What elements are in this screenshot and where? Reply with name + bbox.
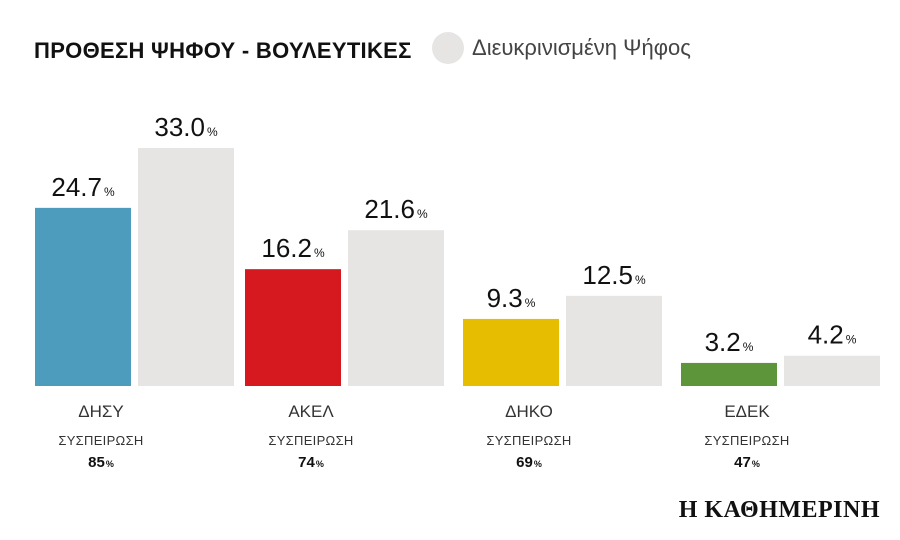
bar-stated-3 <box>463 318 559 386</box>
category-label-3: ΔΗΚΟ <box>505 402 553 421</box>
cohesion-caption-1: ΣΥΣΠΕΙΡΩΣΗ <box>58 433 143 448</box>
value-label-stated-4: 3.2% <box>705 327 754 357</box>
cohesion-caption-4: ΣΥΣΠΕΙΡΩΣΗ <box>704 433 789 448</box>
cohesion-value-1: 85% <box>88 454 114 471</box>
brand-logo: Η ΚΑΘΗΜΕΡΙΝΗ <box>678 497 880 523</box>
cohesion-value-3: 69% <box>516 454 542 471</box>
value-label-clarified-4: 4.2% <box>808 320 857 350</box>
cohesion-caption-2: ΣΥΣΠΕΙΡΩΣΗ <box>268 433 353 448</box>
legend-label: Διευκρινισμένη Ψήφος <box>472 35 691 60</box>
category-label-2: ΑΚΕΛ <box>288 402 334 421</box>
legend-swatch <box>432 32 464 64</box>
cohesion-value-4: 47% <box>734 454 760 471</box>
category-label-1: ΔΗΣΥ <box>78 402 123 421</box>
chart-title: ΠΡΟΘΕΣΗ ΨΗΦΟΥ - ΒΟΥΛΕΥΤΙΚΕΣ <box>34 38 412 63</box>
category-label-4: ΕΔΕΚ <box>724 402 770 421</box>
value-label-clarified-2: 21.6% <box>364 194 428 224</box>
value-label-stated-1: 24.7% <box>51 172 115 202</box>
cohesion-value-2: 74% <box>298 454 324 471</box>
value-label-clarified-3: 12.5% <box>582 260 646 290</box>
bar-clarified-1 <box>138 148 234 386</box>
cohesion-caption-3: ΣΥΣΠΕΙΡΩΣΗ <box>486 433 571 448</box>
value-label-stated-2: 16.2% <box>261 233 325 263</box>
value-label-stated-3: 9.3% <box>487 283 536 313</box>
legend: Διευκρινισμένη Ψήφος <box>432 32 691 64</box>
bar-clarified-4 <box>784 355 880 386</box>
value-label-clarified-1: 33.0% <box>154 112 218 142</box>
bar-stated-1 <box>35 207 131 386</box>
bar-clarified-3 <box>566 295 662 386</box>
bar-stated-4 <box>681 362 777 386</box>
bar-clarified-2 <box>348 230 444 386</box>
bar-stated-2 <box>245 269 341 386</box>
